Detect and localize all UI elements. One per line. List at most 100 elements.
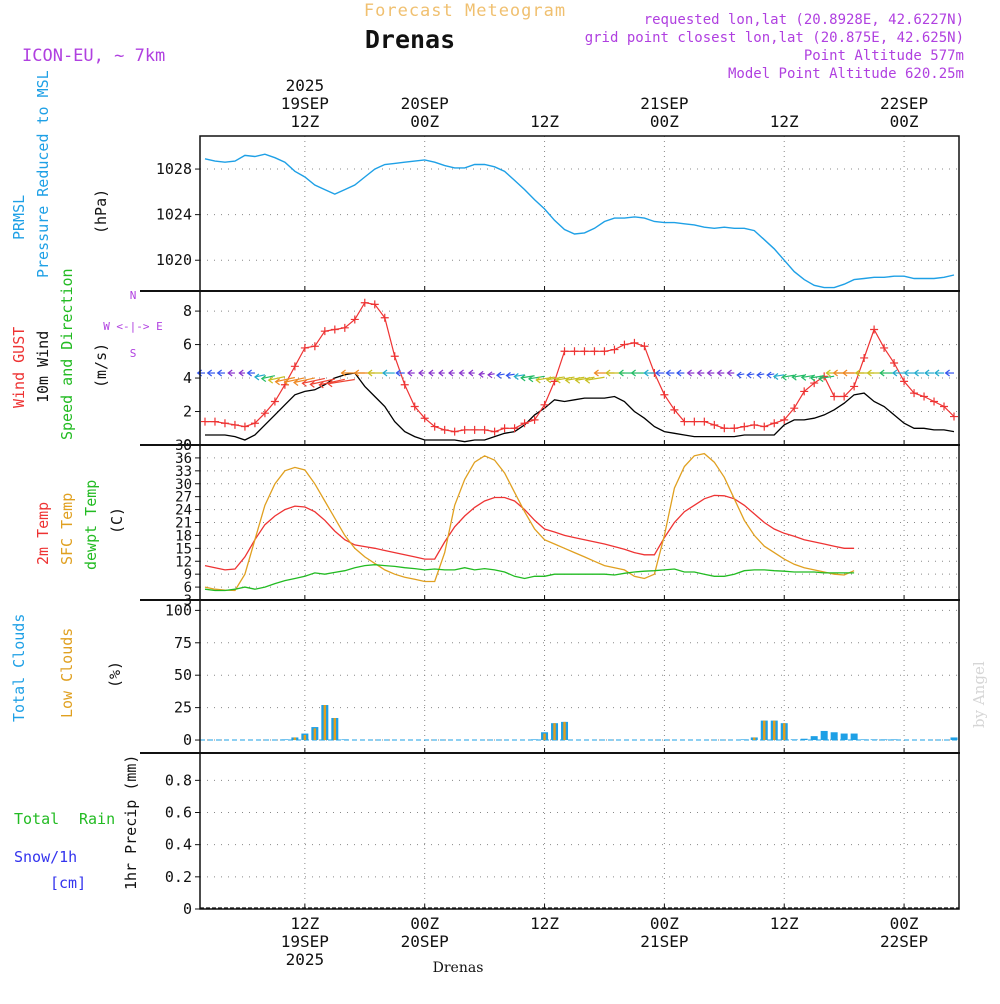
temperature-ytick-label: 33 [175, 464, 192, 480]
total-clouds-bar [880, 739, 888, 741]
top-time-label: 12Z [770, 112, 799, 131]
wind-direction-arrow [556, 376, 575, 381]
wind-arrow-head [318, 381, 324, 389]
top-time-label: 22SEP [880, 94, 928, 113]
total-clouds-bar [800, 738, 808, 741]
wind-arrow-head [686, 369, 692, 377]
wind-arrow-head [574, 376, 581, 384]
wind-direction-arrow [546, 376, 565, 381]
bottom-time-label: 00Z [650, 914, 679, 933]
gust-point-marker [680, 417, 689, 426]
wind-direction-arrow [254, 374, 266, 378]
temperature-ytick-label: 27 [175, 490, 192, 506]
wind-arrow-head [879, 369, 885, 377]
wind-direction-arrow [792, 374, 805, 378]
low-clouds-bar [763, 720, 766, 741]
low-clouds-bar [293, 737, 297, 741]
top-time-label: 00Z [890, 112, 919, 131]
gust-series-line [205, 302, 955, 433]
speed-direction-label: Speed and Direction [58, 268, 76, 440]
precip-frame [199, 752, 960, 910]
gust-point-marker [750, 420, 759, 429]
wind-arrow-head [825, 369, 831, 377]
precip-ytick-label: 0 [183, 900, 192, 918]
wind-arrow-head [564, 376, 571, 384]
wind-arrow-head [535, 376, 541, 384]
info-grid-point: grid point closest lon,lat (20.875E, 42.… [585, 30, 964, 46]
temperature-labels: 2m Temp SFC Temp dewpt Temp (C) [34, 480, 126, 570]
gust-point-marker [400, 380, 409, 389]
total-clouds-bar [820, 730, 828, 741]
wind-arrow-head [267, 376, 274, 384]
temperature-ytick-label: 18 [175, 528, 192, 544]
t2m-label: 2m Temp [34, 502, 52, 565]
total-clouds-bar [341, 739, 349, 741]
bottom-time-label: 20SEP [401, 932, 449, 951]
wind-arrow-head [746, 371, 752, 379]
top-time-label: 12Z [290, 112, 319, 131]
wind-arrow-head [766, 371, 772, 379]
bottom-time-label: 12Z [290, 914, 319, 933]
wind-arrow-head [944, 369, 950, 377]
dewpt-series-line [204, 564, 855, 592]
gust-point-marker [560, 347, 569, 356]
wind-arrow-head [781, 373, 787, 381]
info-requested: requested lon,lat (20.8928E, 42.6227N) [644, 12, 964, 28]
gust-point-marker [510, 424, 519, 433]
snow-label: Snow/1h [14, 848, 77, 866]
gust-point-marker [300, 343, 309, 352]
low-clouds-bar [773, 720, 776, 741]
wind-arrow-head [593, 369, 599, 377]
model-label: ICON-EU, ~ 7km [22, 46, 165, 66]
bottom-time-label: 19SEP [281, 932, 329, 951]
bottom-time-label: 2025 [286, 950, 325, 969]
top-time-label: 20SEP [401, 94, 449, 113]
wind-arrow-head [696, 369, 702, 377]
wind-direction-arrow [801, 374, 815, 379]
gust-point-marker [620, 340, 629, 349]
total-clouds-bar [860, 739, 868, 741]
clouds-ytick-label: 0 [183, 731, 192, 749]
gust-point-marker [390, 352, 399, 361]
gust-point-marker [710, 420, 719, 429]
temperature-ytick-label: 15 [175, 541, 192, 557]
clouds-ytick-label: 25 [174, 699, 192, 717]
wind10m-series-line [205, 372, 955, 443]
top-time-label: 21SEP [640, 94, 688, 113]
compass-north: N [130, 289, 137, 302]
total-clouds-bar [850, 733, 858, 741]
bottom-time-label: 22SEP [880, 932, 928, 951]
wind-arrow-head [382, 369, 388, 377]
wind-arrow-head [605, 369, 611, 377]
wind-ytick-label: 6 [183, 336, 192, 354]
gust-point-marker [780, 415, 789, 424]
wind-arrow-head [428, 369, 434, 377]
total-clouds-bar [740, 739, 748, 741]
wind-arrow-head [832, 369, 838, 377]
gust-point-marker [220, 419, 229, 428]
wind-arrow-head [809, 374, 816, 382]
wind-arrow-head [340, 369, 346, 377]
wind-direction-arrow [514, 374, 525, 378]
wind-direction-arrow [536, 376, 555, 381]
temperature-ytick-label: 9 [184, 567, 192, 583]
wind-direction-arrow [528, 375, 545, 380]
wind-direction-arrow [302, 377, 325, 384]
gust-point-marker [430, 422, 439, 431]
low-clouds-bar [753, 737, 756, 741]
gust-point-marker [600, 347, 609, 356]
top-time-label: 2025 [286, 76, 325, 95]
precip-ytick-label: 0.6 [165, 804, 192, 822]
grid-layer [200, 136, 959, 910]
total-clouds-bar [950, 737, 958, 741]
total-clouds-bar [790, 739, 798, 741]
gust-point-marker [350, 315, 359, 324]
gust-point-marker [260, 409, 269, 418]
wind-arrow-head [448, 369, 454, 377]
gust-point-marker [870, 325, 879, 334]
wind-arrow-head [618, 369, 624, 377]
gust-point-marker [520, 419, 529, 428]
wind-arrow-head [736, 371, 742, 379]
temperature-ytick-label: 30 [175, 477, 192, 493]
